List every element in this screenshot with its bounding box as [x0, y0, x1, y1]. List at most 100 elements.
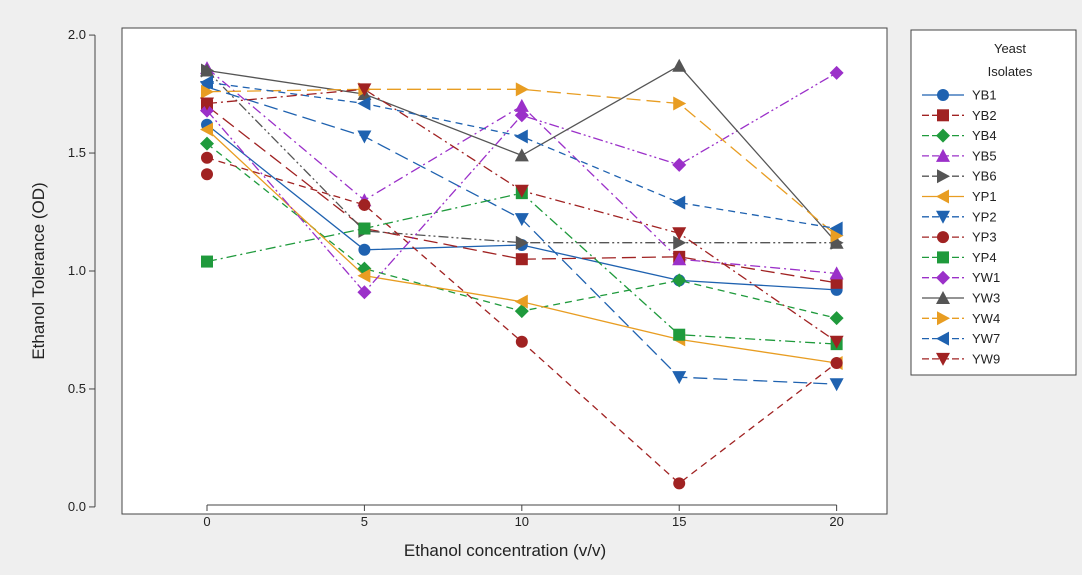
data-point-yp4 [673, 328, 686, 341]
legend-entries-group: YB1 YB2 YB4 YB5 YB6 YP1 YP2 YP3 YP4 YW1 YW3 YW4 YW7 Y… [922, 88, 1000, 366]
legend-label-yp2: YP2 [972, 209, 997, 224]
data-point-yw4 [673, 96, 687, 111]
series-line-yw7 [206, 81, 837, 230]
data-point-yw1 [514, 108, 529, 123]
legend-label-yp1: YP1 [972, 189, 997, 204]
data-point-yw4 [515, 82, 529, 97]
data-point-yw3 [672, 58, 687, 72]
data-point-yp4 [201, 255, 213, 268]
legend-marker-yp4 [937, 251, 949, 264]
legend-marker-yb6 [937, 169, 950, 184]
data-point-yb4 [829, 311, 844, 326]
legend-marker-yw1 [936, 270, 950, 285]
legend-title-line-2: Isolates [988, 64, 1033, 79]
data-point-yw4 [830, 228, 844, 243]
data-point-yp3 [201, 168, 213, 181]
y-tick-label: 1.5 [68, 145, 86, 160]
legend-label-yw9: YW9 [972, 351, 1000, 366]
data-point-yw7 [672, 195, 686, 210]
legend-label-yw1: YW1 [972, 270, 1000, 285]
legend-marker-yw7 [936, 331, 949, 346]
legend-marker-yw9 [936, 352, 950, 366]
data-point-yp2 [672, 371, 687, 385]
data-point-yw9 [672, 227, 687, 241]
legend-label-yw3: YW3 [972, 291, 1000, 306]
data-point-yp3 [201, 151, 213, 164]
series-markers-group [200, 58, 844, 490]
legend-marker-yb1 [937, 89, 949, 101]
data-point-yw3 [514, 148, 529, 162]
data-point-yb2 [515, 253, 528, 266]
y-tick-label: 0.0 [68, 499, 86, 514]
data-point-yp2 [357, 130, 372, 144]
legend-marker-yw4 [937, 311, 950, 326]
data-point-yw1 [200, 103, 214, 118]
data-point-yb6 [515, 235, 529, 250]
legend-label-yw7: YW7 [972, 331, 1000, 346]
legend-label-yp4: YP4 [972, 250, 997, 265]
data-point-yb5 [514, 98, 529, 112]
legend-label-yb2: YB2 [972, 108, 997, 123]
data-point-yb4 [200, 136, 214, 151]
legend-label-yp3: YP3 [972, 230, 997, 245]
data-point-yb2 [830, 276, 843, 289]
data-point-yw1 [672, 157, 687, 172]
data-point-yb1 [358, 243, 371, 256]
legend-marker-yp2 [936, 210, 950, 224]
data-point-yw9 [829, 335, 844, 349]
y-tick-label: 2.0 [68, 27, 86, 42]
data-point-yw3 [829, 235, 844, 249]
legend-title-line-1: Yeast [994, 41, 1026, 56]
data-point-yw9 [200, 97, 214, 111]
data-point-yw1 [357, 285, 372, 300]
x-tick-label: 20 [829, 514, 843, 529]
x-tick-label: 5 [361, 514, 368, 529]
data-point-yb5 [672, 252, 687, 266]
data-point-yp1 [514, 294, 528, 309]
data-point-yw7 [200, 75, 213, 90]
axes-group: 0 5 10 15 20 0.0 0.5 1.0 1.5 2.0 [68, 27, 844, 529]
data-point-yw3 [200, 63, 214, 77]
data-point-yw7 [514, 129, 528, 144]
y-axis-title: Ethanol Tolerance (OD) [29, 182, 48, 359]
data-point-yp2 [829, 378, 844, 392]
legend-label-yw4: YW4 [972, 311, 1000, 326]
data-point-yw7 [829, 221, 843, 236]
data-point-yb4 [672, 273, 687, 288]
data-point-yp3 [515, 335, 528, 348]
data-point-yp3 [358, 198, 371, 211]
x-tick-label: 10 [515, 514, 529, 529]
series-line-yw4 [206, 88, 838, 237]
data-point-yb5 [829, 266, 844, 280]
data-point-yw9 [357, 83, 372, 97]
y-tick-label: 0.5 [68, 381, 86, 396]
x-tick-label: 0 [203, 514, 210, 529]
plot-area [121, 27, 888, 515]
data-point-yp3 [673, 477, 686, 490]
legend-label-yb5: YB5 [972, 148, 997, 163]
legend-marker-yw3 [936, 291, 950, 304]
data-point-yp2 [514, 213, 529, 227]
y-tick-label: 1.0 [68, 263, 86, 278]
data-point-yb6 [673, 235, 687, 250]
legend-marker-yp3 [937, 231, 949, 244]
legend-marker-yp1 [936, 189, 949, 204]
data-point-yp4 [358, 222, 371, 235]
data-point-yw9 [514, 184, 529, 198]
legend-label-yb6: YB6 [972, 169, 997, 184]
data-point-yp3 [830, 357, 843, 370]
legend-label-yb4: YB4 [972, 128, 997, 143]
data-point-yp1 [357, 268, 371, 283]
legend-marker-yb4 [936, 128, 950, 143]
series-line-yb2 [206, 105, 837, 284]
data-point-yw4 [201, 84, 214, 99]
data-point-yw1 [829, 65, 844, 80]
x-axis-title: Ethanol concentration (v/v) [404, 541, 606, 560]
legend-marker-yb5 [936, 148, 950, 162]
data-point-yb4 [514, 304, 529, 319]
legend-marker-yb2 [937, 109, 949, 122]
legend-label-yb1: YB1 [972, 88, 997, 103]
data-point-yp1 [200, 122, 213, 137]
